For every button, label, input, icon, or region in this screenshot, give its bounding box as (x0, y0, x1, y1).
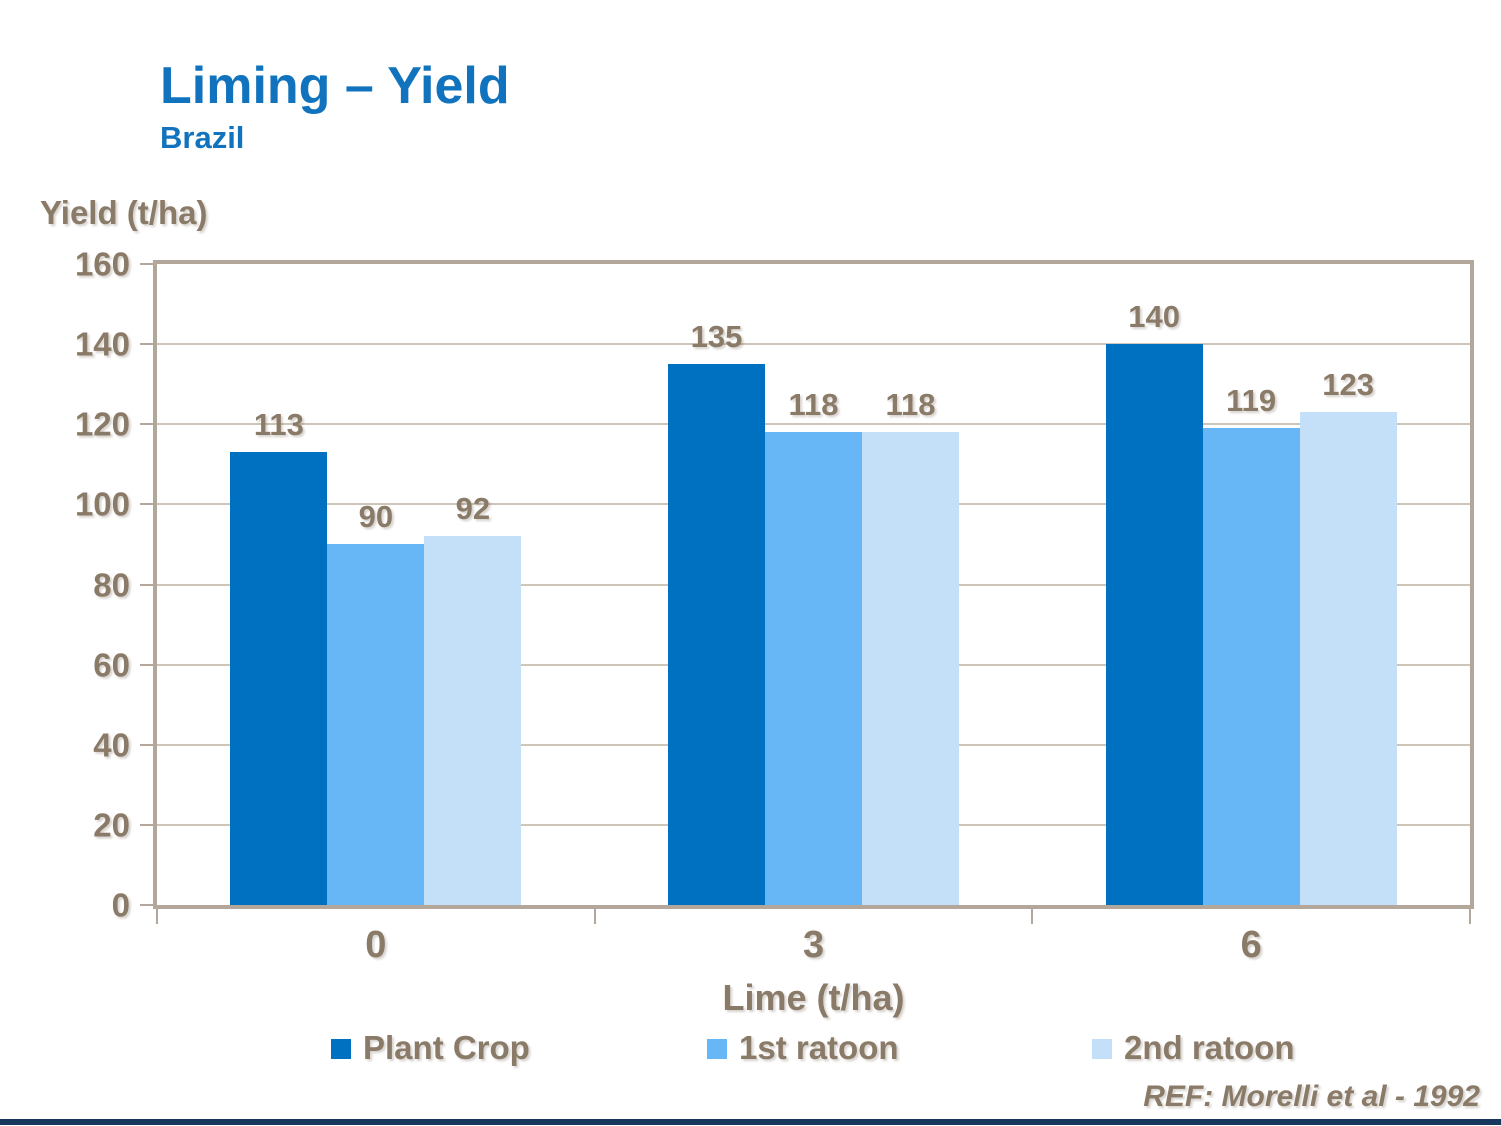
legend-item-2nd-ratoon: 2nd ratoon (1092, 1029, 1295, 1067)
y-tick-label: 100 (74, 485, 130, 523)
value-label: 119 (1226, 383, 1277, 419)
x-axis-tick (156, 909, 158, 924)
bar-1st-ratoon: 90 (327, 499, 425, 905)
y-tick-label: 80 (93, 566, 130, 603)
y-tick-label: 160 (74, 245, 130, 283)
value-label: 90 (358, 499, 394, 535)
bar-group: 113 90 92 (157, 264, 595, 905)
bar-2nd-ratoon: 123 (1299, 367, 1397, 905)
legend-swatch-1st-ratoon (707, 1039, 727, 1059)
legend-label: Plant Crop (363, 1029, 530, 1066)
x-axis-tick (1031, 909, 1034, 924)
y-axis-tick (140, 503, 153, 506)
x-tick-label: 0 (365, 924, 387, 966)
value-label: 123 (1322, 367, 1375, 403)
y-axis-tick (140, 663, 153, 666)
legend-swatch-2nd-ratoon (1092, 1039, 1112, 1059)
legend-label: 1st ratoon (739, 1029, 899, 1066)
y-axis-tick (140, 343, 153, 346)
y-tick-label: 0 (111, 886, 130, 924)
page-subtitle: Brazil (160, 120, 245, 155)
x-axis-tick (1469, 909, 1471, 924)
bar-plant-crop: 135 (667, 319, 765, 905)
reference-text: REF: Morelli et al - 1992 (1143, 1080, 1480, 1113)
y-axis-title: Yield (t/ha) (40, 194, 208, 231)
legend-swatch-plant-crop (331, 1039, 351, 1059)
y-tick-label: 20 (93, 806, 130, 844)
gridline (157, 423, 1470, 426)
bar-plant-crop: 113 (230, 407, 328, 905)
y-axis-tick (140, 583, 153, 586)
y-axis-tick (140, 823, 153, 826)
legend-item-plant-crop: Plant Crop (331, 1029, 530, 1067)
value-label: 118 (885, 387, 936, 423)
x-tick-label: 6 (1240, 924, 1262, 966)
y-tick-label: 60 (93, 646, 130, 684)
bar-1st-ratoon: 119 (1202, 383, 1300, 905)
x-axis-tick-labels: 0 3 6 (157, 924, 1470, 967)
legend-item-1st-ratoon: 1st ratoon (707, 1029, 899, 1067)
y-axis-tick (140, 743, 153, 746)
x-axis-tick (593, 909, 596, 924)
y-axis-tick (140, 423, 153, 426)
x-tick-label: 3 (802, 924, 825, 966)
x-axis-title: Lime (t/ha) (722, 977, 905, 1018)
plot-area: 113 90 92 135 118 118 140 119 123 (140, 260, 1474, 924)
y-tick-label: 120 (74, 405, 130, 443)
y-axis-tick-labels: 0 20 40 60 80 100 120 140 160 (20, 248, 130, 922)
bar-1st-ratoon: 118 (764, 387, 862, 905)
bar-2nd-ratoon: 92 (424, 491, 522, 905)
value-label: 135 (690, 319, 743, 355)
y-tick-label: 40 (93, 726, 130, 764)
y-axis-tick (140, 263, 153, 265)
bottom-accent-bar (0, 1119, 1501, 1125)
bar-plant-crop: 140 (1105, 299, 1203, 905)
bar-group: 140 119 123 (1032, 264, 1470, 905)
y-axis-tick (140, 904, 153, 906)
value-label: 92 (455, 491, 491, 527)
value-label: 118 (788, 387, 839, 423)
value-label: 113 (253, 407, 304, 443)
gridline (157, 343, 1470, 346)
chart-legend: Plant Crop 1st ratoon 2nd ratoon (0, 1029, 1501, 1069)
y-tick-label: 140 (74, 325, 130, 363)
bar-group: 135 118 118 (595, 264, 1033, 905)
value-label: 140 (1128, 299, 1181, 335)
legend-label: 2nd ratoon (1124, 1029, 1295, 1066)
page-title: Liming – Yield (160, 57, 510, 115)
bar-2nd-ratoon: 118 (861, 387, 959, 905)
